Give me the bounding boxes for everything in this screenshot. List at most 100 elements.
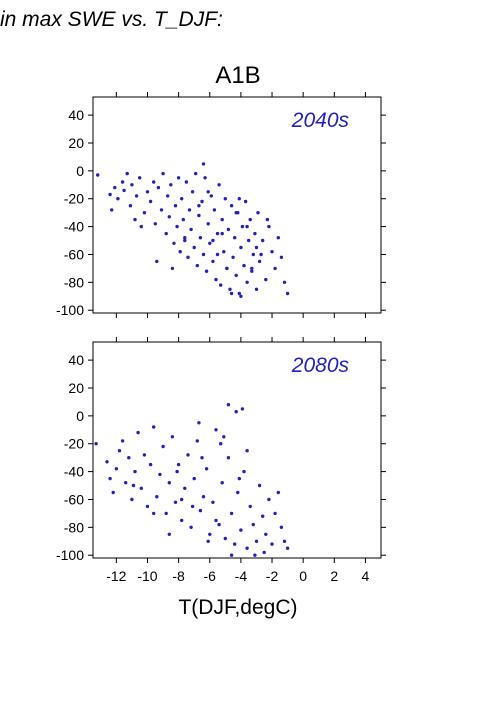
scatter-point (234, 273, 238, 278)
scatter-point (175, 224, 179, 229)
scatter-point (166, 194, 170, 198)
scatter-point (131, 483, 136, 488)
scatter-point (167, 481, 171, 485)
scatter-point (282, 280, 287, 284)
scatter-point (237, 291, 241, 296)
scatter-point (257, 259, 262, 264)
y-tick-label: -20 (64, 436, 84, 452)
scatter-point (183, 238, 187, 243)
scatter-point (279, 525, 284, 529)
scatter-point (229, 553, 234, 557)
y-tick-label: -40 (64, 219, 84, 235)
scatter-point (186, 255, 190, 259)
scatter-point (273, 266, 277, 271)
scatter-point (267, 224, 271, 229)
x-axis-label: T(DJF,degC) (178, 596, 297, 619)
scatter-point (120, 180, 125, 184)
scatter-point (262, 550, 266, 555)
scatter-point (152, 180, 156, 184)
scatter-point (251, 252, 255, 257)
scatter-point (111, 490, 115, 495)
scatter-point (172, 241, 176, 245)
scatter-point (243, 199, 248, 204)
scatter-point (110, 208, 114, 212)
x-tick-label: -8 (172, 568, 185, 584)
scatter-point (142, 211, 147, 215)
scatter-point (183, 236, 187, 240)
x-tick-label: -2 (266, 568, 279, 584)
scatter-point (201, 495, 206, 499)
scatter-point (248, 504, 252, 509)
scatter-point (200, 199, 204, 204)
scatter-point (186, 453, 190, 457)
scatter-point (130, 497, 134, 502)
scatter-point (215, 231, 220, 236)
y-tick-label: 20 (68, 380, 84, 396)
scatter-point (176, 462, 181, 467)
scatter-point (229, 291, 234, 296)
scatter-point (180, 518, 184, 523)
scatter-point (211, 259, 215, 264)
scatter-point (122, 188, 126, 193)
scatter-point (239, 245, 243, 250)
panel-label: 2040s (291, 109, 350, 132)
scatter-point (245, 280, 249, 284)
scatter-point (173, 204, 178, 208)
scatter-point (167, 532, 171, 536)
scatter-point (204, 467, 209, 471)
scatter-point (187, 208, 192, 212)
scatter-point (264, 532, 268, 536)
scatter-point (142, 453, 147, 457)
y-tick-label: -20 (64, 191, 84, 207)
scatter-point (212, 208, 217, 212)
y-tick-label: -60 (64, 491, 84, 507)
scatter-point (237, 476, 241, 481)
scatter-point (194, 171, 198, 176)
scatter-point (198, 236, 203, 240)
scatter-point (223, 197, 227, 201)
scatter-point (242, 263, 246, 268)
scatter-point (222, 435, 226, 439)
scatter-point (234, 211, 238, 215)
scatter-point (285, 546, 290, 550)
scatter-point (108, 192, 112, 197)
scatter-point (203, 176, 207, 180)
scatter-point (197, 421, 201, 425)
scatter-point (247, 238, 251, 243)
scatter-point (228, 287, 232, 291)
scatter-point (204, 269, 209, 273)
scatter-point (169, 183, 173, 187)
y-tick-label: -60 (64, 246, 84, 262)
scatter-point (155, 495, 159, 499)
scatter-point (164, 231, 168, 236)
scatter-point (217, 183, 221, 187)
scatter-point (259, 252, 263, 257)
scatter-point (234, 410, 238, 414)
scatter-point (195, 263, 199, 268)
scatter-point (113, 185, 117, 190)
scatter-point (240, 224, 245, 229)
scatter-point (261, 238, 265, 243)
scatter-point (195, 439, 199, 443)
scatter-point (233, 236, 237, 240)
plot-frame (92, 96, 382, 314)
scatter-point (134, 194, 139, 198)
scatter-point (219, 283, 223, 287)
scatter-point (245, 546, 249, 550)
scatter-point (181, 217, 185, 222)
scatter-point (233, 542, 237, 546)
scatter-point (156, 185, 161, 190)
scatter-point (184, 180, 189, 184)
scatter-point (229, 511, 234, 516)
scatter-point (117, 449, 122, 453)
x-tick-label: -12 (106, 568, 126, 584)
scatter-point (197, 204, 201, 208)
scatter-point (237, 197, 241, 201)
scatter-point (250, 266, 254, 271)
scatter-point (245, 224, 249, 229)
scatter-point (206, 539, 210, 543)
scatter-point (125, 171, 129, 176)
y-tick-label: -80 (64, 519, 84, 535)
scatter-point (211, 238, 215, 243)
